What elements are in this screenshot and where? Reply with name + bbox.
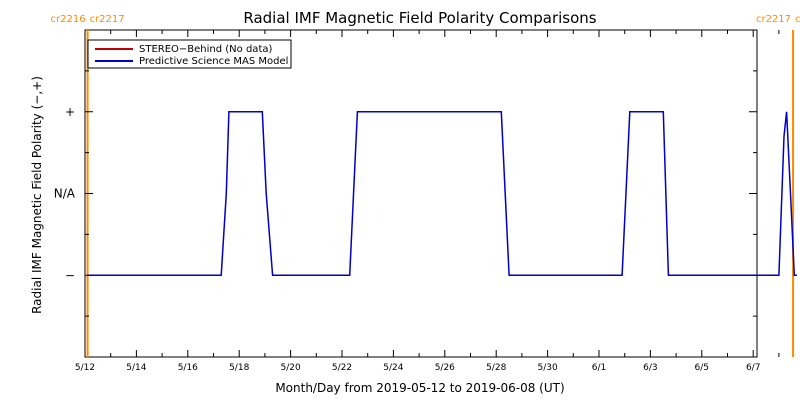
- x-tick-label: 5/12: [75, 363, 95, 373]
- legend-label-stereo: STEREO−Behind (No data): [139, 44, 272, 55]
- x-axis-label: Month/Day from 2019-05-12 to 2019-06-08 …: [275, 381, 564, 395]
- carrington-label-right: cr2217: [90, 14, 125, 25]
- series-lines: [87, 111, 797, 277]
- x-tick-label: 5/16: [178, 363, 198, 373]
- x-tick-label: 5/22: [332, 363, 352, 373]
- legend-box: [87, 39, 292, 69]
- legend: STEREO−Behind (No data) Predictive Scien…: [87, 39, 292, 69]
- y-tick-label: −: [65, 268, 75, 282]
- carrington-label-left: cr2217: [756, 14, 791, 25]
- y-tick-label: N/A: [54, 187, 76, 201]
- x-tick-label: 6/3: [643, 363, 657, 373]
- x-tick-label: 5/24: [383, 363, 403, 373]
- x-axis-ticks: 5/12 5/14 5/16 5/18 5/20 5/22 5/24 5/26 5/28 5/30…: [75, 30, 780, 373]
- carrington-label-left: cr2216: [51, 14, 86, 25]
- x-tick-label: 5/18: [229, 363, 249, 373]
- x-tick-label: 5/26: [435, 363, 455, 373]
- x-tick-label: 5/14: [126, 363, 146, 373]
- x-tick-label: 6/7: [746, 363, 760, 373]
- y-tick-label: +: [65, 105, 75, 119]
- legend-label-mas-model: Predictive Science MAS Model: [139, 56, 288, 67]
- x-tick-label: 6/1: [592, 363, 606, 373]
- chart-title: Radial IMF Magnetic Field Polarity Compa…: [243, 9, 596, 27]
- x-tick-label: 5/20: [280, 363, 300, 373]
- y-axis-label: Radial IMF Magnetic Field Polarity (−,+): [30, 76, 44, 314]
- x-tick-label: 5/28: [486, 363, 506, 373]
- x-tick-label: 5/30: [537, 363, 557, 373]
- carrington-label-right: cr2218: [795, 14, 800, 25]
- carrington-labels: cr2216 cr2217 cr2217 cr2218: [51, 14, 800, 25]
- x-tick-label: 6/5: [695, 363, 709, 373]
- series-line-mas-model: [87, 111, 797, 277]
